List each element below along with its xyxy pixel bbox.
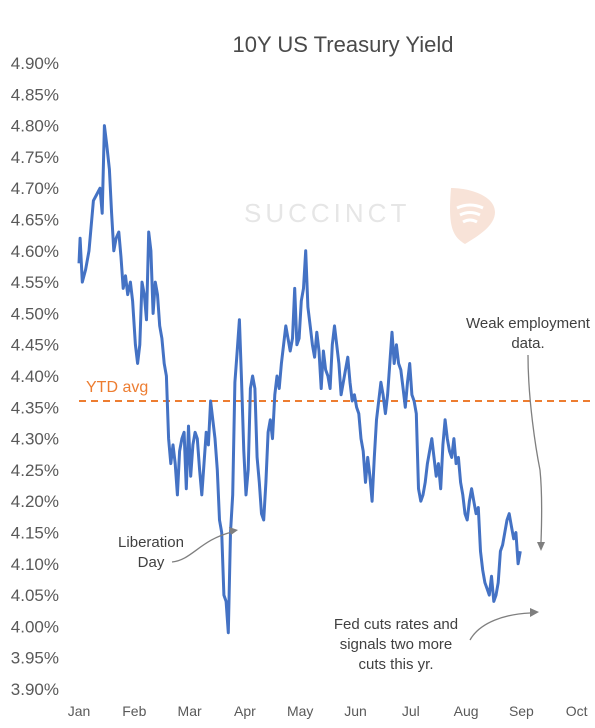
x-tick-label: Jan xyxy=(68,703,91,719)
y-tick-label: 4.60% xyxy=(11,242,59,261)
x-tick-label: Apr xyxy=(234,703,256,719)
y-tick-label: 4.30% xyxy=(11,430,59,449)
annotation-liberation-day: Liberation Day xyxy=(118,527,238,571)
annotation-liberation-line1: Liberation xyxy=(118,534,184,551)
annotation-fed-arrow xyxy=(469,612,531,641)
y-tick-label: 4.65% xyxy=(11,211,59,230)
watermark-text: SUCCINCT xyxy=(244,198,410,228)
annotation-liberation-arrowhead xyxy=(229,527,238,535)
x-tick-label: Mar xyxy=(178,703,202,719)
annotation-fed-line3: cuts this yr. xyxy=(358,656,433,673)
y-tick-label: 4.75% xyxy=(11,148,59,167)
series-line xyxy=(77,124,522,635)
annotation-weak-arrowhead xyxy=(537,542,545,551)
y-tick-label: 4.45% xyxy=(11,336,59,355)
annotation-weak-employment: Weak employment data. xyxy=(466,315,591,551)
annotation-weak-arrow xyxy=(527,354,543,543)
y-tick-label: 4.00% xyxy=(11,617,59,636)
x-tick-label: Sep xyxy=(509,703,534,719)
y-axis: 4.90% 4.85% 4.80% 4.75% 4.70% 4.65% 4.60% 4.55%… xyxy=(11,54,59,699)
y-tick-label: 3.90% xyxy=(11,680,59,699)
y-tick-label: 4.55% xyxy=(11,273,59,292)
ytd-avg-label: YTD avg xyxy=(86,379,148,396)
annotation-weak-line2: data. xyxy=(511,335,544,352)
y-tick-label: 4.80% xyxy=(11,117,59,136)
x-axis: Jan Feb Mar Apr May Jun Jul Aug Sep Oct xyxy=(68,703,588,719)
y-tick-label: 4.15% xyxy=(11,524,59,543)
y-tick-label: 4.10% xyxy=(11,555,59,574)
x-tick-label: May xyxy=(287,703,313,719)
annotation-liberation-line2: Day xyxy=(138,554,165,571)
y-tick-label: 4.35% xyxy=(11,398,59,417)
annotation-fed-line1: Fed cuts rates and xyxy=(334,616,458,633)
watermark: SUCCINCT xyxy=(244,188,495,244)
y-tick-label: 4.40% xyxy=(11,367,59,386)
y-tick-label: 4.90% xyxy=(11,54,59,73)
annotation-liberation-arrow xyxy=(171,531,233,563)
y-tick-label: 4.50% xyxy=(11,304,59,323)
y-tick-label: 3.95% xyxy=(11,649,59,668)
x-tick-label: Jul xyxy=(402,703,420,719)
chart-title: 10Y US Treasury Yield xyxy=(233,32,454,57)
annotation-weak-line1: Weak employment xyxy=(466,315,591,332)
y-tick-label: 4.05% xyxy=(11,586,59,605)
annotation-fed-arrowhead xyxy=(530,608,539,617)
x-tick-label: Feb xyxy=(122,703,146,719)
annotation-fed-line2: signals two more xyxy=(340,636,453,653)
x-tick-label: Jun xyxy=(344,703,367,719)
y-tick-label: 4.70% xyxy=(11,179,59,198)
y-tick-label: 4.25% xyxy=(11,461,59,480)
annotation-fed-cuts: Fed cuts rates and signals two more cuts… xyxy=(334,608,539,673)
y-tick-label: 4.20% xyxy=(11,492,59,511)
y-tick-label: 4.85% xyxy=(11,85,59,104)
x-tick-label: Oct xyxy=(566,703,588,719)
watermark-logo-icon xyxy=(450,188,495,244)
x-tick-label: Aug xyxy=(454,703,479,719)
